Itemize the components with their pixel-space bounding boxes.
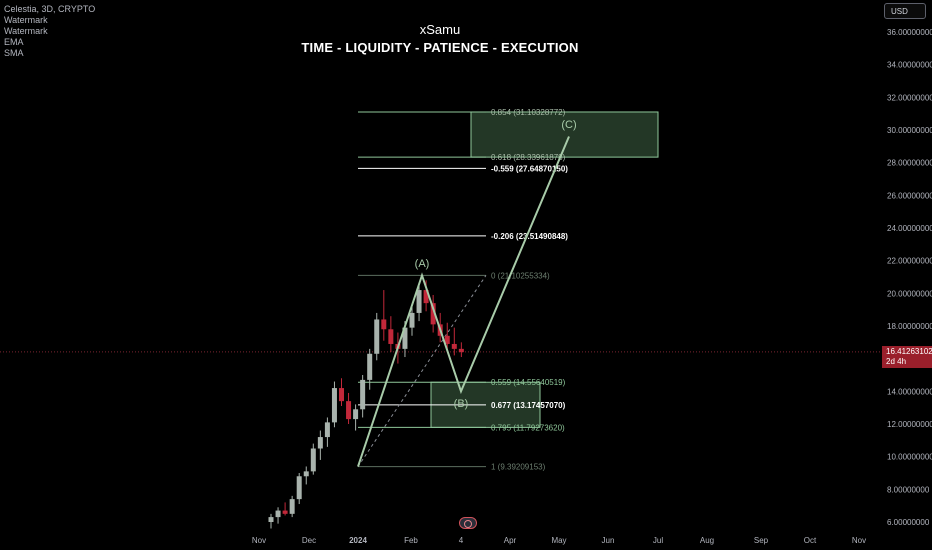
y-axis-tick-label: 18.00000000 [887, 322, 932, 331]
candle-body [275, 510, 281, 518]
y-axis-tick-label: 28.00000000 [887, 159, 932, 168]
x-axis-tick-label: Feb [404, 536, 418, 545]
y-axis-tick-label: 34.00000000 [887, 61, 932, 70]
y-axis-tick-label: 24.00000000 [887, 224, 932, 233]
x-axis-tick-label: Nov [852, 536, 866, 545]
y-axis-tick-label: 26.00000000 [887, 191, 932, 200]
candle-body [339, 388, 344, 402]
candle-body [374, 319, 380, 354]
x-axis-tick-label: 2024 [349, 536, 367, 545]
candle-body [296, 476, 302, 500]
symbol-label[interactable]: Celestia, 3D, CRYPTO [4, 4, 96, 14]
fib-level-label: 0.795 (11.79273620) [491, 423, 565, 432]
y-axis-tick-label: 32.00000000 [887, 93, 932, 102]
last-price-value: 16.41263102 [886, 347, 932, 356]
last-price-tag: 16.41263102 2d 4h [882, 346, 932, 368]
y-axis-tick-label: 20.00000000 [887, 289, 932, 298]
candle-body [423, 290, 429, 304]
fib-level-label: 1 (9.39209153) [491, 463, 546, 472]
x-axis-tick-label: Jul [653, 536, 663, 545]
x-axis-tick-label: May [551, 536, 566, 545]
candle-body [430, 303, 436, 325]
candle-body [451, 343, 457, 349]
candle-body [331, 388, 337, 423]
x-axis-tick-label: Nov [252, 536, 266, 545]
currency-button[interactable]: USD [884, 3, 926, 19]
fib-level-label: 0.677 (13.17457070) [491, 401, 566, 410]
y-axis-tick-label: 10.00000000 [887, 453, 932, 462]
fib-level-label: 0.618 (28.33961878) [491, 153, 566, 162]
candle-body [353, 409, 359, 420]
fib-level-label: 0.854 (31.10328772) [491, 108, 566, 117]
y-axis-tick-label: 8.00000000 [887, 485, 930, 494]
wave-label: (B) [454, 398, 469, 410]
candle-body [289, 499, 295, 514]
bar-countdown: 2d 4h [886, 357, 907, 366]
candle-body [367, 353, 373, 380]
candle-body [416, 290, 422, 313]
candle-body [303, 471, 309, 477]
x-axis-tick-label: Oct [804, 536, 817, 545]
candle-body [388, 329, 394, 344]
chart-legend: Celestia, 3D, CRYPTO Watermark Watermark… [4, 4, 95, 59]
fib-trend-line [357, 275, 487, 467]
candle-body [346, 401, 352, 420]
fib-level-label: -0.206 (23.51490848) [491, 232, 568, 241]
fib-level-label: -0.559 (27.64870150) [491, 164, 568, 173]
candle-body [268, 517, 274, 522]
candle-body [458, 348, 464, 353]
x-axis-tick-label: Jun [602, 536, 615, 545]
x-axis-tick-label: Apr [504, 536, 517, 545]
elliott-wave-path [357, 136, 570, 467]
indicator-sma[interactable]: SMA [4, 48, 24, 58]
y-axis-tick-label: 30.00000000 [887, 126, 932, 135]
x-axis-tick-label: 4 [459, 536, 464, 545]
go-to-realtime-icon[interactable] [459, 517, 477, 529]
candle-body [381, 319, 387, 330]
candle-body [402, 327, 408, 349]
y-axis-tick-label: 14.00000000 [887, 387, 932, 396]
fib-level-label: 0.559 (14.55640519) [491, 378, 566, 387]
y-axis-tick-label: 6.00000000 [887, 518, 930, 527]
candle-body [360, 379, 366, 410]
x-axis-tick-label: Aug [700, 536, 714, 545]
x-axis-tick-label: Dec [302, 536, 316, 545]
fib-level-label: 0 (21.10255334) [491, 271, 550, 280]
y-axis-tick-label: 12.00000000 [887, 420, 932, 429]
candle-body [444, 335, 450, 344]
indicator-ema[interactable]: EMA [4, 37, 24, 47]
candle-body [324, 422, 330, 438]
author-watermark: xSamu [419, 22, 461, 37]
candle-body [317, 437, 323, 449]
indicator-watermark-2[interactable]: Watermark [4, 26, 48, 36]
candle-body [409, 312, 415, 328]
wave-label: (A) [415, 258, 430, 270]
y-axis-tick-label: 22.00000000 [887, 257, 932, 266]
y-axis-tick-label: 36.00000000 [887, 28, 932, 37]
candle-body [282, 510, 288, 514]
headline-watermark: TIME - LIQUIDITY - PATIENCE - EXECUTION [301, 40, 579, 55]
candle-body [310, 448, 316, 472]
indicator-watermark-1[interactable]: Watermark [4, 15, 48, 25]
x-axis-tick-label: Sep [754, 536, 769, 545]
wave-label: (C) [561, 119, 576, 131]
